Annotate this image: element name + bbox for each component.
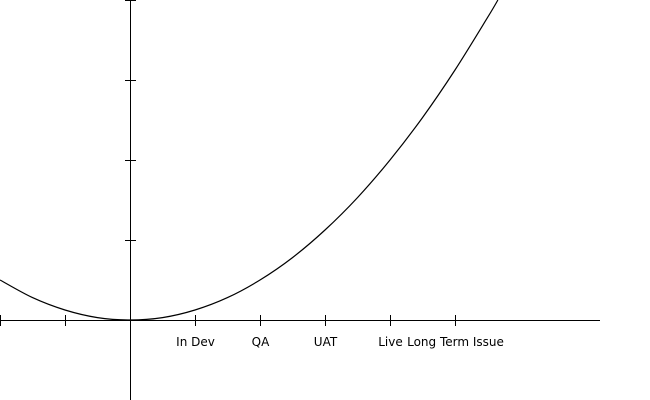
x-tick-label: QA (252, 335, 270, 349)
x-tick-label: In Dev (176, 335, 215, 349)
x-tick-label: Long Term Issue (407, 335, 504, 349)
x-tick-label: Live (378, 335, 403, 349)
curve (0, 0, 499, 321)
x-tick-label: UAT (314, 335, 338, 349)
